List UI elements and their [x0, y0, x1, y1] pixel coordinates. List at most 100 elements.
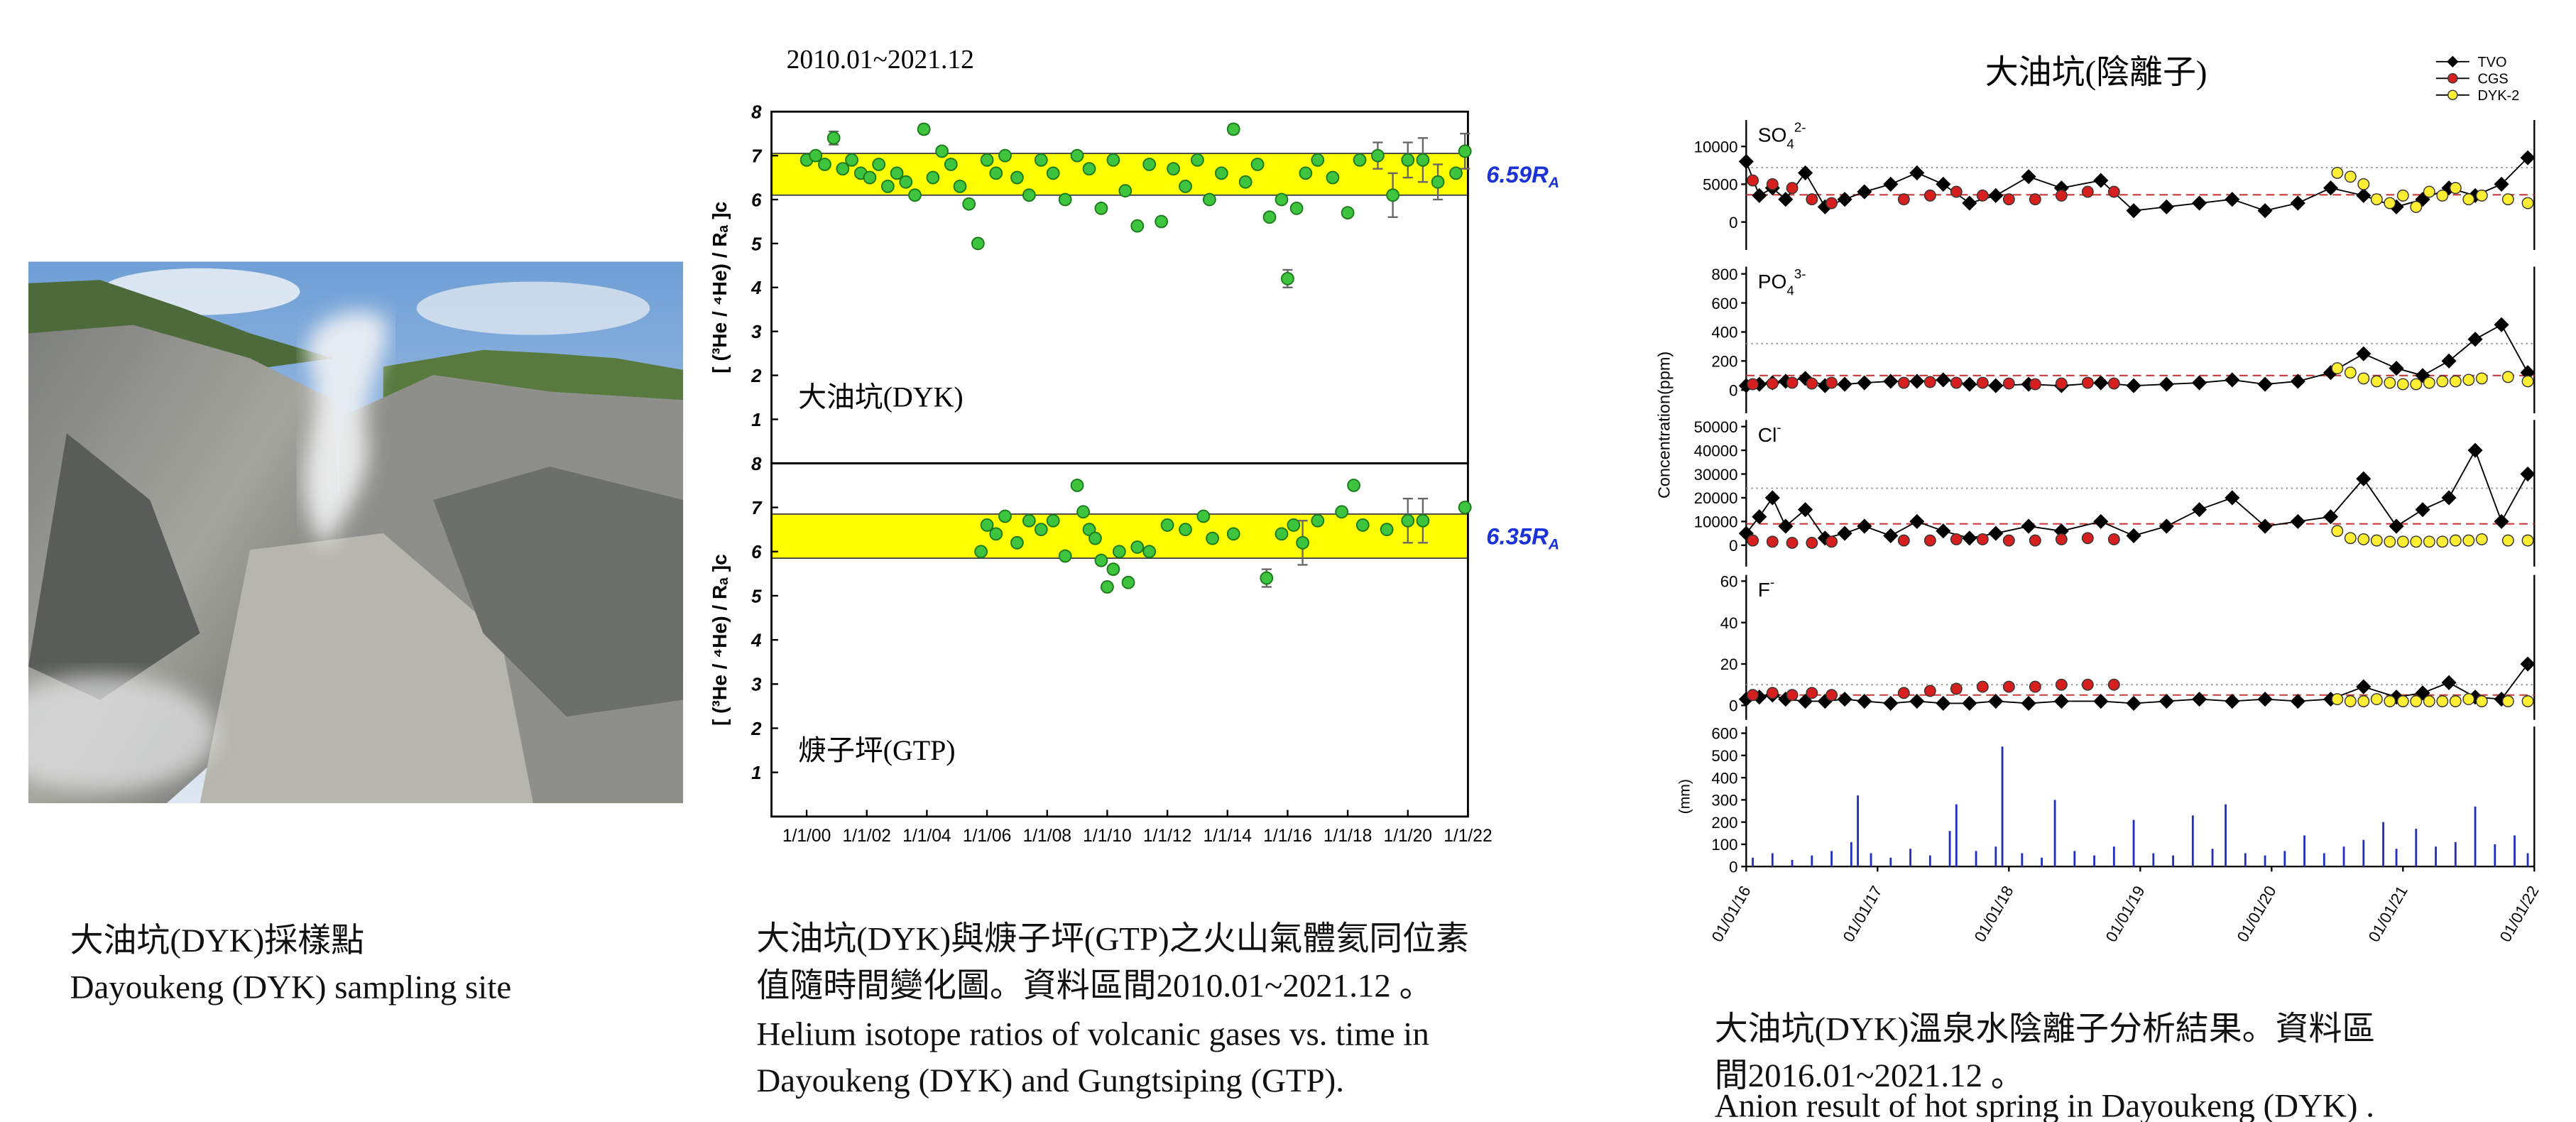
data-point: [1786, 689, 1799, 702]
y-tick-label: 4: [751, 631, 761, 651]
data-point: [2521, 534, 2534, 547]
y-tick-label: 7: [751, 499, 763, 518]
data-point: [2126, 203, 2141, 219]
data-point: [1311, 513, 1325, 528]
data-point: [1962, 530, 1977, 546]
panel-label: 大油坑(DYK): [798, 381, 964, 413]
data-point: [2002, 193, 2015, 206]
caption-line: Dayoukeng (DYK) and Gungtsiping (GTP).: [756, 1062, 1344, 1099]
data-point: [2449, 182, 2462, 195]
panel-label-superscript: 3-: [1794, 266, 1806, 281]
y-tick-label: 6: [751, 543, 762, 562]
data-point: [1022, 188, 1036, 202]
y-tick-label: 0: [1729, 214, 1737, 232]
data-point: [989, 166, 1003, 180]
y-tick-label: 400: [1711, 769, 1737, 787]
data-point: [2449, 695, 2462, 707]
data-point: [1226, 527, 1240, 541]
data-point: [1347, 479, 1360, 492]
data-point: [1909, 513, 1925, 529]
data-point: [890, 166, 904, 180]
data-point: [2501, 371, 2514, 383]
data-point: [1070, 479, 1084, 492]
data-point: [1289, 202, 1304, 215]
data-point: [1401, 513, 1415, 528]
band-label-subscript: A: [1548, 537, 1559, 553]
data-point: [2093, 693, 2109, 709]
caption-line: 大油坑(DYK)與焿子坪(GTP)之火山氣體氦同位素: [756, 921, 1469, 958]
y-axis-label: Concentration(ppm): [1654, 352, 1673, 499]
data-point: [1883, 374, 1899, 389]
data-point: [2521, 197, 2534, 209]
legend-marker: [2447, 89, 2458, 101]
y-tick-label: 600: [1711, 295, 1737, 312]
data-point: [2494, 176, 2509, 192]
data-point: [1837, 192, 1852, 207]
data-point: [2410, 378, 2423, 391]
data-point: [1416, 153, 1430, 167]
band-label-value: 6.35R: [1486, 523, 1549, 550]
data-point: [2356, 187, 2372, 203]
data-point: [1766, 687, 1779, 699]
data-point: [1923, 189, 1936, 202]
data-point: [980, 518, 994, 532]
data-point: [2410, 200, 2423, 213]
bar: [2474, 806, 2477, 867]
caption-line: Anion result of hot spring in Dayoukeng …: [1715, 1087, 2374, 1122]
data-point: [1936, 372, 1951, 388]
x-tick-label: 1/1/08: [1023, 827, 1071, 846]
data-point: [1747, 378, 1759, 391]
data-point: [2344, 532, 2357, 545]
data-point: [2357, 372, 2370, 385]
data-point: [2467, 332, 2483, 347]
data-point: [1130, 219, 1145, 233]
data-point: [2107, 533, 2120, 545]
data-point: [1786, 182, 1799, 195]
data-point: [2415, 502, 2430, 518]
data-point: [1142, 158, 1157, 171]
data-point: [2191, 375, 2207, 391]
data-point: [2389, 361, 2404, 376]
data-point: [2021, 695, 2036, 711]
data-point: [1142, 545, 1157, 559]
y-tick-label: 20: [1720, 655, 1738, 673]
bar: [2112, 846, 2115, 867]
data-point: [2002, 534, 2015, 547]
x-tick-label: 1/1/14: [1204, 827, 1252, 846]
data-point: [1010, 535, 1024, 550]
data-point: [872, 158, 886, 171]
data-point: [1897, 534, 1910, 547]
data-point: [2423, 185, 2435, 198]
data-point: [1416, 513, 1430, 528]
data-point: [2384, 376, 2396, 389]
data-point: [1070, 148, 1084, 163]
bar: [1791, 859, 1794, 867]
y-tick-label: 2: [751, 366, 762, 386]
x-tick-label: 1/1/18: [1324, 827, 1372, 846]
legend-marker: [2447, 73, 2458, 84]
data-point: [1058, 549, 1072, 563]
data-point: [2384, 535, 2396, 548]
data-point: [1976, 533, 1989, 545]
x-tick-label: 01/01/18: [1971, 883, 2017, 945]
y-axis-label: [ (³He / ⁴He) / Rₐ ]c: [709, 554, 731, 726]
data-point: [2462, 193, 2475, 206]
data-point: [1179, 180, 1192, 193]
bar: [2053, 800, 2056, 867]
data-point: [2501, 695, 2514, 707]
x-tick-label: 01/01/22: [2496, 883, 2543, 945]
data-point: [2093, 375, 2109, 391]
bar: [1830, 851, 1833, 867]
band-label: 6.59RA: [1486, 161, 1559, 191]
data-point: [1130, 540, 1145, 554]
y-tick-label: 8: [751, 454, 762, 474]
data-point: [1296, 535, 1309, 550]
data-point: [2410, 535, 2423, 548]
y-tick-label: 5: [751, 587, 762, 606]
bar: [1948, 831, 1951, 867]
bar: [1850, 842, 1852, 867]
data-point: [1909, 693, 1925, 709]
x-tick-label: 01/01/16: [1708, 883, 1754, 945]
data-point: [1786, 376, 1799, 389]
